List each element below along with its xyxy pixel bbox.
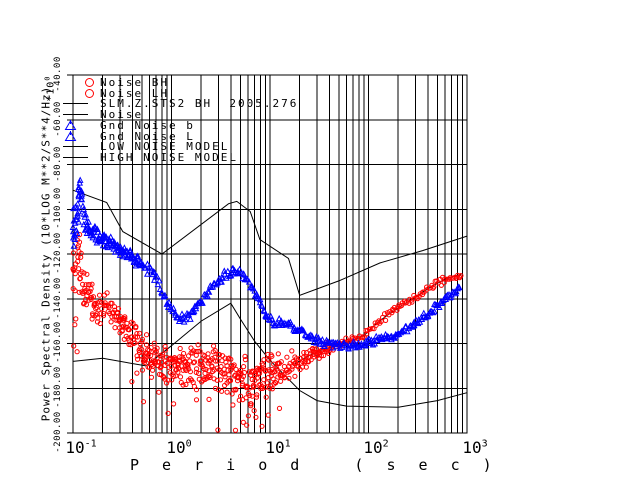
legend-label: LOW NOISE MODEL: [100, 140, 230, 154]
circle-marker-icon: [85, 78, 94, 87]
line-marker-icon: [63, 146, 88, 148]
legend-item-noise: Noise: [0, 109, 400, 120]
legend-item-high-noise-model: HIGH NOISE MODEL: [0, 152, 400, 163]
legend-label: Noise: [100, 108, 144, 122]
legend-label: HIGH NOISE MODEL: [100, 150, 238, 164]
legend-label: Gnd Noise L: [100, 129, 195, 143]
x-tick-label: 103: [462, 438, 488, 457]
line-marker-icon: [63, 156, 88, 158]
legend-item-noise-bh: Noise BH: [0, 77, 400, 88]
legend-item-noise-lh: Noise LH: [0, 88, 400, 99]
legend-label: SLM.Z.STS2 BH 2005.276: [100, 97, 299, 111]
legend-label: Noise BH: [100, 76, 169, 89]
x-tick-label: 101: [265, 438, 291, 457]
x-tick-label: 102: [363, 438, 389, 457]
legend-item-gnd-noise-l: Gnd Noise L: [0, 129, 400, 143]
x-tick-label: 10-1: [65, 438, 97, 457]
legend-label: Noise LH: [100, 86, 169, 100]
x-tick-label: 100: [166, 438, 192, 457]
circle-marker-icon: [85, 88, 94, 98]
legend-item-gnd-noise-b: Gnd Noise b: [0, 118, 400, 132]
legend-label: Gnd Noise b: [100, 118, 195, 132]
line-marker-icon: [63, 114, 88, 116]
line-marker-icon: [63, 103, 88, 105]
legend-item-station: SLM.Z.STS2 BH 2005.276: [0, 98, 400, 109]
legend-item-low-noise-model: LOW NOISE MODEL: [0, 141, 400, 152]
x-axis-title: P e r i o d ( s e c ): [130, 456, 499, 474]
